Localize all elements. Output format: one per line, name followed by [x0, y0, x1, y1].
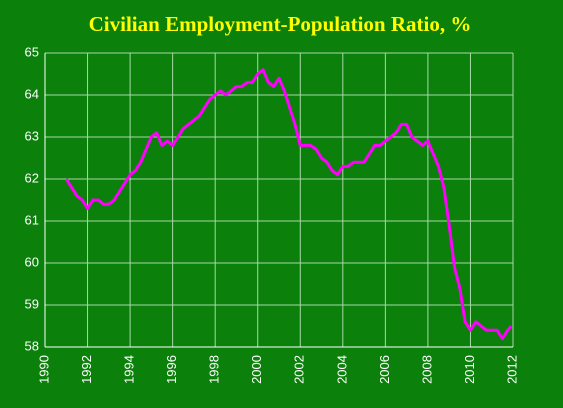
chart-title: Civilian Employment-Population Ratio, % [89, 12, 472, 36]
x-tick-label: 2010 [462, 355, 477, 384]
x-tick-label: 2004 [334, 355, 349, 384]
x-tick-label: 2002 [292, 355, 307, 384]
x-tick-label: 2012 [504, 355, 519, 384]
y-tick-label: 63 [25, 128, 39, 143]
x-tick-label: 2006 [377, 355, 392, 384]
y-tick-label: 61 [25, 212, 39, 227]
y-tick-label: 64 [25, 86, 39, 101]
y-tick-label: 65 [25, 44, 39, 59]
x-tick-label: 2008 [419, 355, 434, 384]
x-tick-label: 1994 [122, 355, 137, 384]
y-tick-label: 58 [25, 338, 39, 353]
x-tick-label: 1990 [36, 355, 51, 384]
y-tick-label: 59 [25, 296, 39, 311]
y-tick-label: 60 [25, 254, 39, 269]
x-tick-label: 2000 [249, 355, 264, 384]
y-tick-label: 62 [25, 170, 39, 185]
x-tick-label: 1992 [79, 355, 94, 384]
data-line [65, 68, 513, 341]
x-tick-label: 1996 [164, 355, 179, 384]
x-tick-label: 1998 [207, 355, 222, 384]
